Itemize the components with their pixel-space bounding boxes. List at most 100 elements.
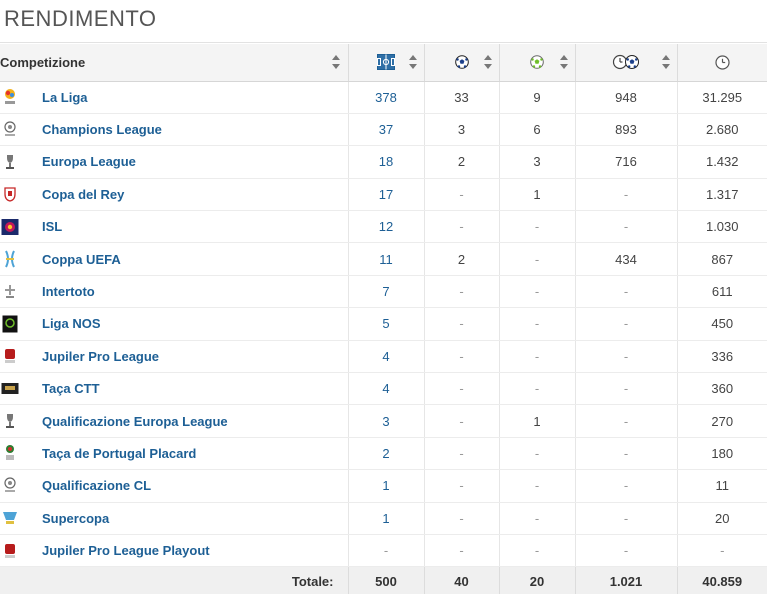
minutes-per-goal-cell: 948: [575, 81, 678, 114]
competition-link[interactable]: Intertoto: [42, 284, 95, 300]
competition-cell: Europa League: [0, 145, 349, 179]
minutes-cell: 11: [677, 469, 767, 503]
competition-link[interactable]: Jupiler Pro League: [42, 348, 160, 364]
competition-link[interactable]: Champions League: [42, 122, 162, 138]
appearances-cell[interactable]: 378: [348, 81, 425, 114]
goals-cell: -: [424, 275, 500, 309]
header-goals[interactable]: [424, 44, 500, 82]
minutes-per-goal-cell: 434: [575, 242, 678, 276]
competition-link[interactable]: Europa League: [42, 154, 136, 170]
competition-link[interactable]: Liga NOS: [42, 316, 101, 332]
assists-cell: 1: [499, 404, 576, 438]
clock-ball-minutes-per-goal-icon: [612, 55, 639, 70]
assists-cell: 6: [499, 113, 576, 147]
competition-cell: Coppa UEFA: [0, 242, 349, 276]
assists-cell: -: [499, 340, 576, 374]
appearances-cell[interactable]: 7: [348, 275, 425, 309]
pitch-appearances-icon: [377, 54, 395, 71]
taca-ctt-logo: [1, 380, 19, 398]
sort-arrows-icon[interactable]: [408, 55, 417, 70]
competition-cell: ISL: [0, 210, 349, 244]
copa-del-rey-logo: [1, 185, 19, 203]
competition-link[interactable]: Qualificazione CL: [42, 478, 152, 494]
taca-de-portugal-logo: [1, 444, 19, 462]
competition-link[interactable]: Supercopa: [42, 510, 110, 526]
competition-link[interactable]: Taça CTT: [42, 381, 100, 397]
goals-cell: -: [424, 534, 500, 568]
green-ball-assists-icon: [530, 55, 544, 70]
header-competition-label: Competizione: [0, 54, 86, 70]
header-appearances[interactable]: [348, 44, 425, 82]
header-assists[interactable]: [499, 44, 576, 82]
minutes-cell: 450: [677, 307, 767, 341]
minutes-per-goal-cell: -: [575, 404, 678, 438]
appearances-cell[interactable]: 11: [348, 242, 425, 276]
appearances-cell[interactable]: 4: [348, 340, 425, 374]
assists-cell: -: [499, 275, 576, 309]
totals-minutes-per-goal: 1.021: [575, 566, 678, 594]
laliga-logo: [1, 88, 19, 106]
assists-cell: -: [499, 307, 576, 341]
goals-cell: -: [424, 437, 500, 471]
competition-link[interactable]: Coppa UEFA: [42, 251, 121, 267]
sort-arrows-icon[interactable]: [559, 55, 568, 70]
assists-cell: -: [499, 469, 576, 503]
minutes-per-goal-cell: -: [575, 307, 678, 341]
goals-cell: 2: [424, 145, 500, 179]
goals-cell: -: [424, 340, 500, 374]
competition-link[interactable]: La Liga: [42, 89, 88, 105]
competition-link[interactable]: ISL: [42, 219, 63, 235]
table-row: Jupiler Pro League 4- - -336: [0, 340, 767, 374]
goals-cell: -: [424, 502, 500, 535]
table-row: Taça de Portugal Placard 2- - -180: [0, 437, 767, 471]
liga-nos-logo: [1, 315, 19, 333]
totals-minutes: 40.859: [677, 566, 767, 594]
europa-league-logo: [1, 153, 19, 171]
ball-goals-icon: [454, 55, 469, 70]
supercopa-logo: [1, 509, 19, 527]
assists-cell: 1: [499, 178, 576, 212]
appearances-cell[interactable]: 17: [348, 178, 425, 212]
competition-link[interactable]: Qualificazione Europa League: [42, 413, 228, 429]
appearances-cell[interactable]: 37: [348, 113, 425, 147]
competition-link[interactable]: Copa del Rey: [42, 186, 125, 202]
competition-link[interactable]: Taça de Portugal Placard: [42, 445, 197, 461]
header-minutes-per-goal[interactable]: [575, 44, 678, 82]
appearances-cell[interactable]: 5: [348, 307, 425, 341]
totals-label: Totale:: [0, 566, 349, 594]
goals-cell: 3: [424, 113, 500, 147]
totals-appearances: 500: [348, 566, 425, 594]
goals-cell: 2: [424, 242, 500, 276]
competition-link[interactable]: Jupiler Pro League Playout: [42, 543, 210, 559]
minutes-cell: 1.030: [677, 210, 767, 244]
intertoto-logo: [1, 283, 19, 301]
header-competition[interactable]: Competizione: [0, 44, 349, 82]
table-row: Supercopa 1- - -20: [0, 502, 767, 535]
appearances-cell[interactable]: 4: [348, 372, 425, 406]
isl-logo: [1, 218, 19, 236]
performance-table: Competizione: [0, 44, 767, 594]
appearances-cell[interactable]: 3: [348, 404, 425, 438]
appearances-cell[interactable]: 2: [348, 437, 425, 471]
sort-arrows-icon[interactable]: [661, 55, 670, 70]
appearances-cell[interactable]: 18: [348, 145, 425, 179]
appearances-cell[interactable]: 12: [348, 210, 425, 244]
sort-arrows-icon[interactable]: [483, 55, 492, 70]
header-minutes[interactable]: [677, 44, 767, 82]
table-header-row: Competizione: [0, 44, 767, 82]
assists-cell: -: [499, 372, 576, 406]
competition-cell: Champions League: [0, 113, 349, 147]
champions-league-logo: [1, 120, 19, 139]
goals-cell: 33: [424, 81, 500, 114]
appearances-cell[interactable]: 1: [348, 469, 425, 503]
competition-cell: Liga NOS: [0, 307, 349, 341]
qualificazione-cl-logo: [1, 477, 19, 495]
appearances-cell[interactable]: 1: [348, 502, 425, 535]
table-row: Taça CTT 4- - -360: [0, 372, 767, 406]
coppa-uefa-logo: [1, 250, 19, 268]
table-row: Intertoto 7- - -611: [0, 275, 767, 309]
goals-cell: -: [424, 469, 500, 503]
competition-cell: Jupiler Pro League: [0, 340, 349, 374]
minutes-per-goal-cell: 893: [575, 113, 678, 147]
sort-arrows-icon[interactable]: [331, 55, 340, 70]
